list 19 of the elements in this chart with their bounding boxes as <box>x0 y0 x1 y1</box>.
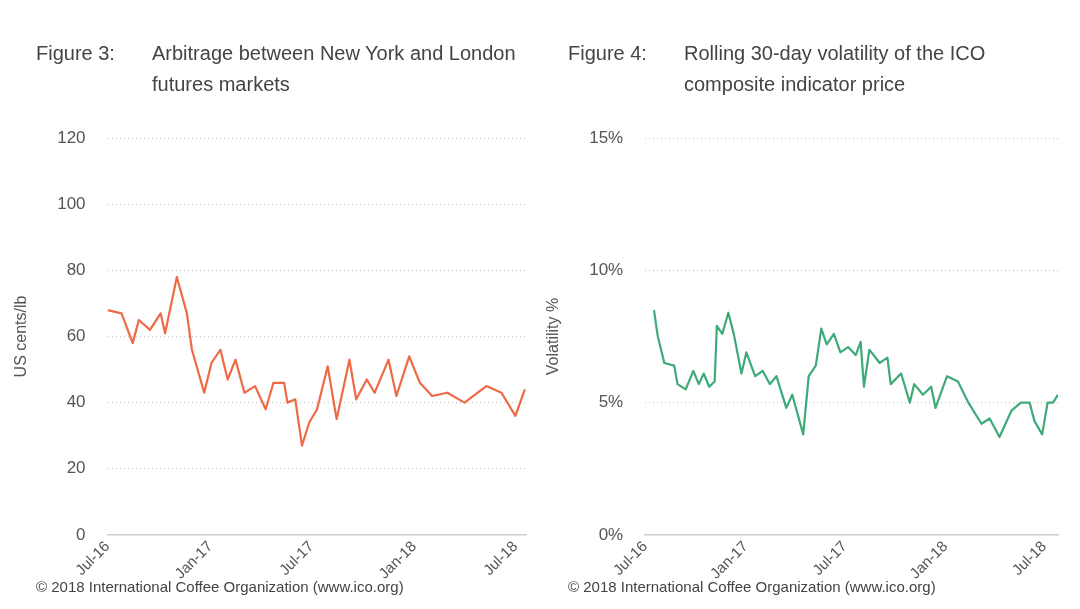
chart-subtitle: Arbitrage between New York and London futures markets <box>152 41 517 96</box>
y-axis-title: US cents/lb <box>12 295 30 378</box>
y-tick-label: 40 <box>66 392 86 412</box>
y-tick-label: 5% <box>598 392 624 412</box>
chart-title: Figure 3: <box>35 41 116 66</box>
chart-subtitle: Rolling 30-day volatility of the ICO composite indicator price <box>684 41 987 96</box>
y-tick-label: 15% <box>589 127 624 147</box>
y-tick-label: 10% <box>589 260 624 280</box>
text: © 2018 International Coffee Organization (www.ico.org) <box>567 578 936 595</box>
text: © 2018 International Coffee Organization (www.ico.org) <box>35 578 404 595</box>
y-tick-label: 100 <box>57 193 86 213</box>
y-tick-label: 0% <box>598 524 624 544</box>
y-tick-label: 20 <box>66 458 86 478</box>
y-tick-label: 0 <box>76 524 86 544</box>
y-tick-label: 80 <box>66 260 86 280</box>
y-axis-title: Volatility % <box>544 297 562 376</box>
y-tick-label: 60 <box>66 326 86 346</box>
chart-title: Figure 4: <box>567 41 648 66</box>
y-tick-label: 120 <box>57 127 86 147</box>
